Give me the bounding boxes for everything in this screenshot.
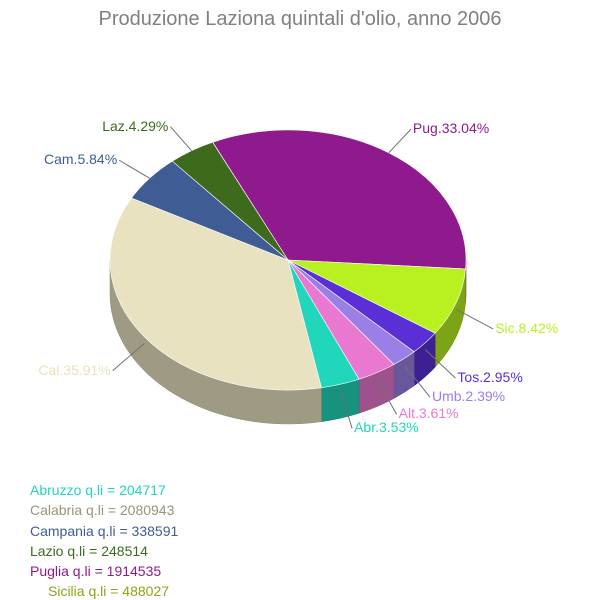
- legend-row: Sicilia q.li = 488027: [48, 581, 308, 600]
- legend-row: Abruzzo q.li = 204717: [30, 480, 290, 500]
- legend-row: Puglia q.li = 1914535: [30, 561, 290, 581]
- legend-row: Lazio q.li = 248514: [30, 541, 290, 561]
- legend-row: Calabria q.li = 2080943: [30, 500, 290, 520]
- legend: Abruzzo q.li = 204717Calabria q.li = 208…: [30, 480, 570, 600]
- legend-row: Campania q.li = 338591: [30, 521, 290, 541]
